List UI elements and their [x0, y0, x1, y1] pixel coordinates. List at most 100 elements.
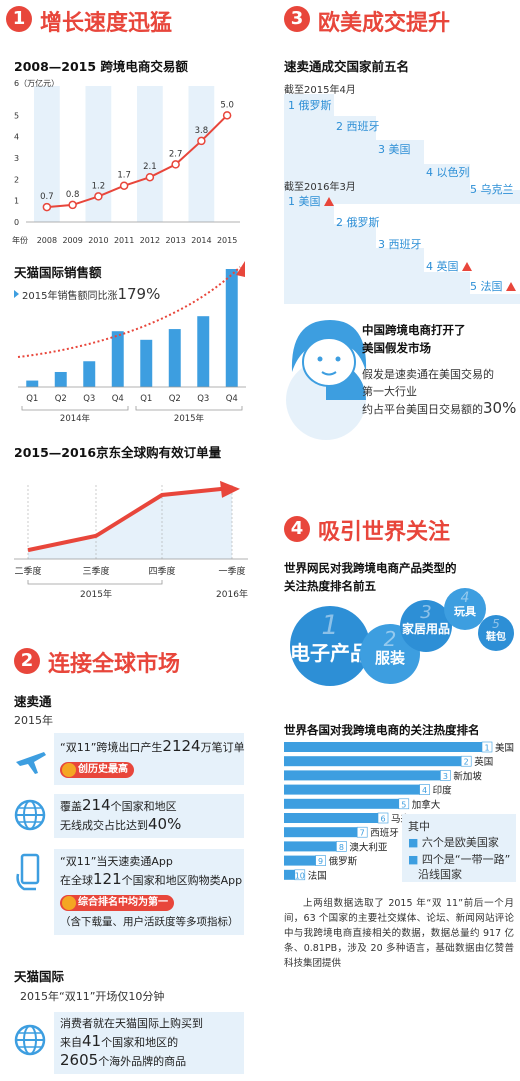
x-tick-label: 2015: [217, 236, 237, 245]
rank-number-bg: [460, 755, 472, 767]
rank-number: 8: [339, 843, 344, 852]
rank-bar: [284, 841, 347, 852]
up-arrow-icon: [505, 282, 516, 291]
x-tick-label: Q2: [55, 394, 67, 404]
rank-bar: [284, 827, 368, 838]
ranking-subtitle: 速卖通成交国家前五名: [284, 59, 410, 74]
column-band: [137, 86, 163, 222]
data-label: 0.8: [66, 190, 80, 200]
x-tick-label: Q4: [112, 394, 124, 404]
rank-bar: [284, 798, 409, 809]
data-point: [197, 136, 206, 146]
x-tick-label: 二季度: [14, 565, 41, 577]
sumaitong-label: 速卖通: [14, 694, 52, 709]
data-label: 5.0: [220, 100, 234, 110]
rank-2016-item: 5 法国: [470, 278, 516, 294]
rank-number-bg: [377, 812, 389, 824]
column-band: [34, 86, 60, 222]
country-rank-chart: 1美国2英国3新加坡4印度5加拿大6马来西亚7西班牙8澳大利亚9俄罗斯10法国: [284, 741, 514, 882]
rank-number: 9: [318, 857, 323, 866]
bar: [26, 380, 39, 387]
group-label: 2015年: [174, 413, 205, 424]
trend-arrowhead: [236, 261, 245, 277]
data-point: [68, 200, 77, 210]
data-label: 1.2: [92, 181, 106, 191]
bar: [168, 329, 181, 387]
globe-icon: [14, 1024, 46, 1056]
sumaitong-year: 2015年: [14, 714, 53, 727]
bar: [83, 361, 96, 387]
wig-desc-2: 第一大行业: [362, 385, 417, 398]
x-tick-label: Q1: [26, 394, 38, 404]
tmall-subtitle: 2015年“双11”开场仅10分钟: [20, 990, 165, 1003]
bubble-label: 玩具: [454, 605, 476, 618]
data-point: [94, 192, 103, 201]
phone-hand-icon: [16, 853, 40, 891]
rank-number: 10: [295, 871, 305, 880]
country-label: 英国: [474, 756, 493, 768]
rank-number: 5: [401, 800, 406, 809]
data-source-note: 上两组数据选取了 2015 年“双 11”前后一个月间，63 个国家的主要社交媒…: [284, 898, 514, 969]
y-tick-label: 3: [14, 154, 19, 163]
wig-desc-3: 约占平台美国日交易额的30%: [362, 399, 517, 417]
rank-bar: [284, 756, 472, 767]
x-tick-label: 2014: [191, 236, 211, 245]
bubble-title-1: 世界网民对我跨境电商产品类型的: [284, 561, 457, 575]
section-3-number: 3: [284, 6, 310, 32]
bar: [111, 331, 124, 387]
data-label: 1.7: [117, 171, 131, 181]
period-2015: 截至2015年4月: [284, 85, 356, 96]
rank-number: 6: [380, 815, 385, 824]
item3-line2: 在全球121个国家和地区购物类App: [60, 870, 243, 888]
rank-number-bg: [356, 826, 368, 838]
medal-icon: [62, 763, 76, 777]
item1-badge: 创历史最高: [60, 762, 134, 778]
country-label: 美国: [495, 742, 514, 754]
y-tick-label: 2: [14, 175, 19, 184]
legend-2b: 沿线国家: [418, 868, 462, 881]
rank-2015-item: 3 美国: [378, 143, 411, 156]
series-line: [27, 485, 233, 553]
legend-box: [402, 814, 516, 882]
y-tick-label: 5: [14, 111, 19, 120]
item4-line3: 2605个海外品牌的商品: [60, 1051, 187, 1069]
bubble-number: 2: [383, 627, 397, 651]
rank-bar: [284, 784, 430, 795]
bubble-number: 3: [420, 602, 432, 623]
topic-bubble: 5 鞋包: [478, 615, 514, 651]
rank-2015-item: 4 以色列: [426, 166, 470, 179]
item2-line1: 覆盖214个国家和地区: [60, 796, 177, 814]
x-tick-label: 2009: [62, 236, 82, 245]
rank-2016-item: 4 英国: [426, 258, 472, 274]
rank-number-bg: [336, 841, 347, 852]
data-label: 0.7: [40, 192, 54, 202]
legend-1: ■ 六个是欧美国家: [408, 836, 499, 849]
rank-2015-item: 5 乌克兰: [470, 183, 514, 196]
rank-number-bg: [315, 855, 326, 866]
x-tick-label: 2008: [37, 236, 57, 245]
item4-box: [54, 1012, 244, 1074]
bubble-label: 服装: [374, 649, 405, 667]
triangle-icon: [14, 290, 19, 298]
y-tick-label: 0: [14, 218, 19, 227]
wig-person-icon: [286, 320, 367, 440]
section-3-title: 欧美成交提升: [318, 11, 451, 36]
up-arrow-icon: [461, 262, 472, 271]
group-bracket: [27, 580, 163, 585]
country-label: 俄罗斯: [329, 856, 358, 868]
bubble-label: 电子产品: [290, 641, 370, 665]
bubble-number: 1: [321, 610, 339, 641]
item2-line2: 无线成交占比达到40%: [60, 815, 182, 833]
tmall-label: 天猫国际: [14, 969, 65, 984]
country-label: 法国: [308, 870, 327, 882]
x-tick-label: Q4: [226, 394, 238, 404]
country-label: 新加坡: [453, 770, 482, 782]
item4-line2: 来自41个国家和地区的: [60, 1032, 179, 1050]
bubble-title-2: 关注热度排名前五: [284, 579, 376, 593]
period-2016: 截至2016年3月: [284, 182, 356, 193]
rank-bar: [284, 770, 451, 781]
country-label: 澳大利亚: [349, 841, 388, 853]
globe-icon: [14, 799, 46, 831]
tmall-sales-bar-chart: Q1 Q2 Q3 Q4 Q1 Q2 Q3 Q4 2014年 2015年: [17, 261, 246, 424]
group-bracket: [21, 406, 129, 411]
